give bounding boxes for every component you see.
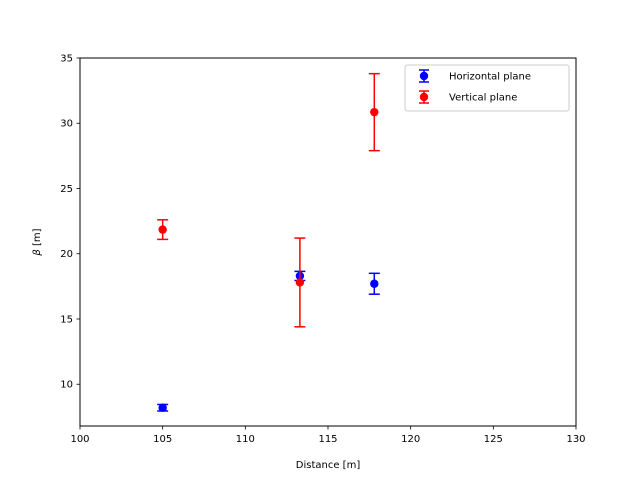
legend-horizontal-plane-marker: [419, 71, 429, 81]
x-tick-label: 110: [236, 434, 255, 445]
axes-frame: [79, 57, 577, 427]
y-tick-label: 25: [60, 184, 73, 195]
y-tick-label: 35: [60, 54, 73, 65]
x-tick-label: 130: [566, 434, 585, 445]
x-tick-label: 115: [318, 434, 337, 445]
y-tick-label: 30: [60, 119, 73, 130]
vertical-plane-point: [370, 107, 379, 117]
y-axis-label-unit: [m]: [32, 228, 43, 249]
plot-area: [157, 72, 380, 412]
horizontal-plane-point: [370, 279, 379, 288]
x-tick-label: 120: [401, 434, 420, 445]
legend-frame: [404, 64, 570, 112]
y-tick-label: 15: [60, 314, 73, 325]
legend: Horizontal plane Vertical plane: [404, 64, 570, 112]
x-tick-label: 125: [484, 434, 503, 445]
horizontal-plane-point: [158, 403, 167, 412]
y-tick-label: 20: [60, 249, 73, 260]
x-tick-label: 100: [70, 434, 89, 445]
x-axis-label: Distance [m]: [296, 460, 361, 471]
legend-vertical-plane-marker: [419, 92, 429, 102]
legend-horizontal-plane-label: Horizontal plane: [449, 72, 531, 83]
vertical-plane-point: [295, 278, 305, 287]
y-axis-label: β [m]: [32, 228, 43, 256]
legend-vertical-plane-label: Vertical plane: [449, 93, 517, 104]
y-axis-label-symbol: β: [32, 249, 43, 257]
vertical-plane-point: [158, 225, 167, 234]
y-axis: 10 15 20 25 30 35: [60, 54, 80, 391]
y-tick-label: 10: [60, 380, 73, 391]
x-tick-label: 105: [153, 434, 172, 445]
x-axis: 100 105 110 115 120 125 130: [70, 426, 586, 445]
